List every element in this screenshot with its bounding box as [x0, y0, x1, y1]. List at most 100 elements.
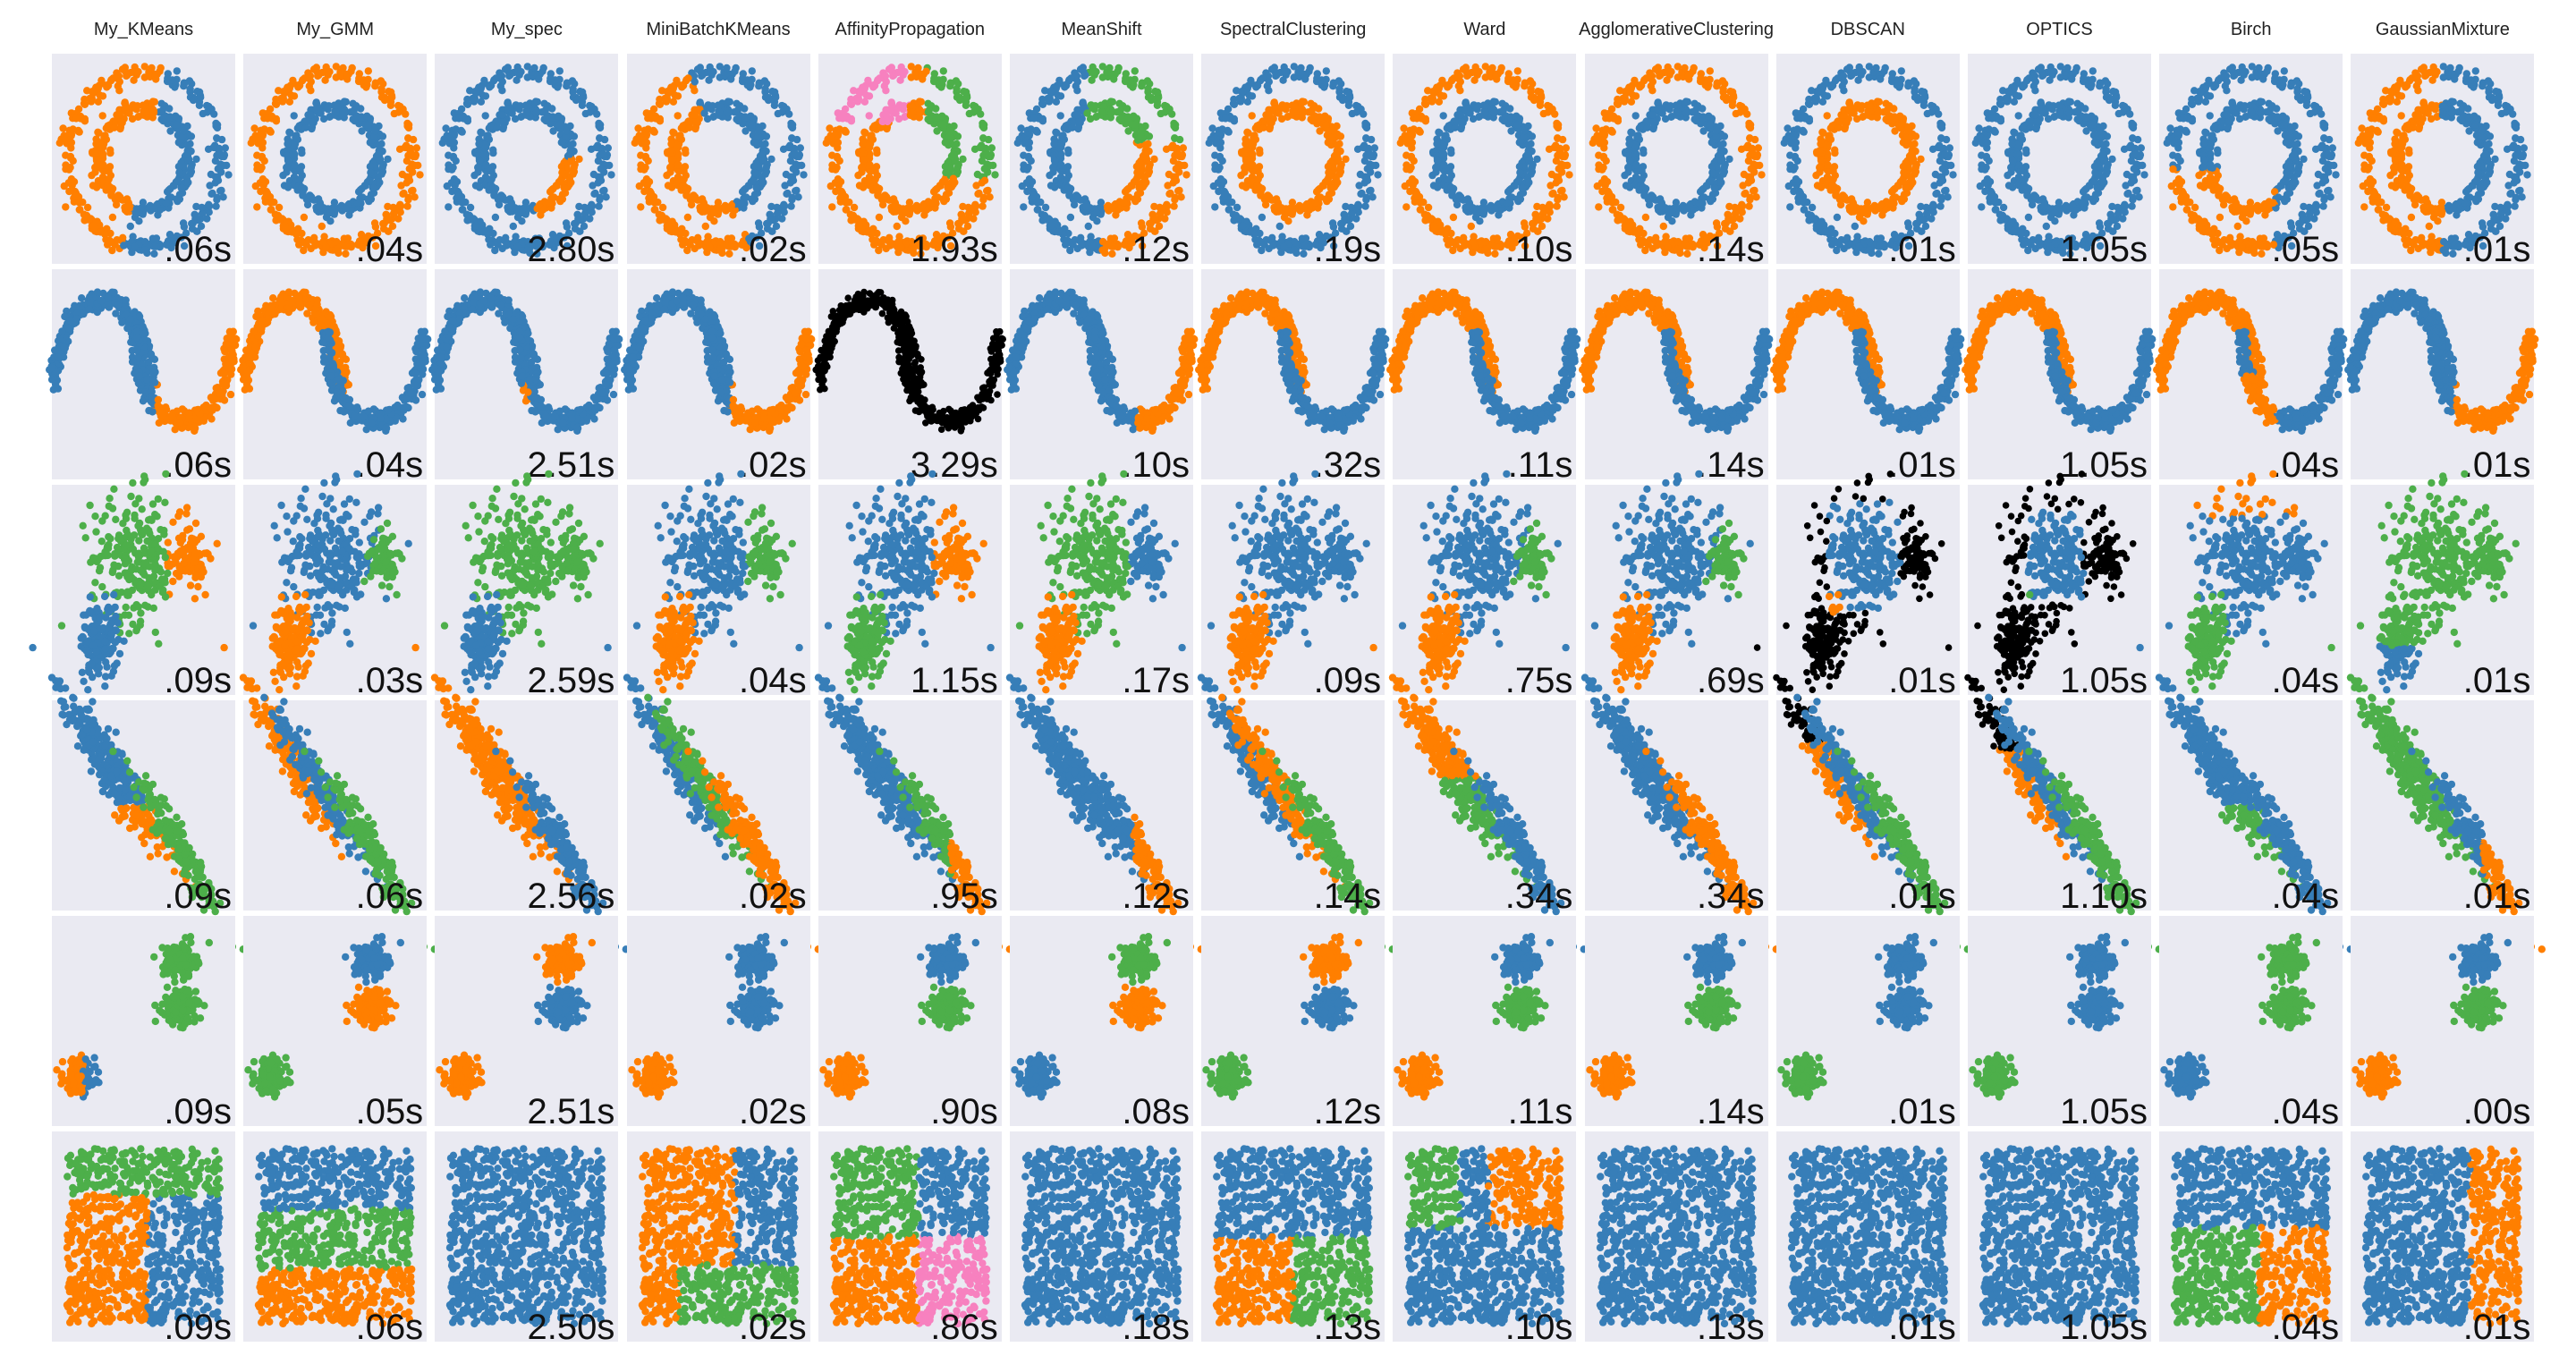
data-point — [555, 195, 564, 203]
data-point — [298, 146, 306, 154]
data-point — [326, 208, 335, 217]
data-point — [97, 140, 106, 149]
data-point — [1027, 125, 1035, 133]
data-point — [1033, 199, 1041, 207]
data-point — [1106, 109, 1115, 117]
data-point — [106, 146, 114, 154]
data-point — [892, 109, 900, 117]
data-point — [298, 183, 306, 191]
data-point — [980, 176, 988, 184]
data-point — [1138, 126, 1146, 135]
data-point — [140, 246, 148, 254]
data-point — [258, 139, 267, 147]
data-point — [475, 140, 484, 148]
data-point — [470, 97, 479, 106]
data-point — [156, 67, 164, 75]
data-point — [1546, 202, 1555, 210]
data-point — [206, 182, 214, 190]
data-point — [974, 190, 982, 198]
data-point — [765, 95, 774, 104]
data-point — [1548, 190, 1557, 198]
data-point — [1416, 199, 1424, 207]
data-point — [1284, 113, 1292, 121]
data-point — [896, 76, 904, 84]
data-point — [284, 157, 292, 165]
data-point — [1047, 87, 1055, 96]
data-point — [130, 76, 138, 84]
runtime-label: 2.80s — [528, 232, 615, 267]
data-point — [533, 250, 541, 258]
data-point — [75, 206, 83, 214]
data-point — [682, 246, 691, 255]
data-point — [89, 87, 97, 96]
data-point — [371, 126, 379, 135]
data-point — [503, 241, 511, 250]
data-point — [530, 64, 539, 72]
data-point — [545, 199, 554, 207]
data-point — [148, 64, 156, 72]
data-point — [339, 64, 347, 72]
data-point — [1110, 75, 1118, 83]
panel-noisy_circles-affinitypropagation: 1.93s — [818, 54, 1002, 267]
data-point — [1150, 202, 1158, 211]
data-point — [558, 163, 566, 171]
data-point — [120, 241, 128, 250]
data-point — [762, 164, 770, 172]
data-point — [1342, 227, 1351, 235]
data-point — [492, 213, 500, 222]
data-point — [1062, 122, 1070, 130]
data-point — [1243, 97, 1252, 106]
data-point — [881, 72, 889, 80]
data-point — [1539, 209, 1547, 217]
data-point — [115, 111, 123, 119]
column-title-my_kmeans: My_KMeans — [34, 20, 253, 45]
data-point — [691, 123, 699, 131]
data-point — [1256, 146, 1264, 154]
scatter-plot — [822, 63, 999, 258]
data-point — [669, 129, 678, 137]
data-point — [642, 175, 650, 183]
data-point — [750, 168, 758, 177]
data-point — [1148, 95, 1157, 104]
data-point — [87, 97, 96, 106]
data-point — [1401, 182, 1410, 191]
data-point — [450, 154, 458, 162]
data-point — [1156, 209, 1165, 217]
data-point — [953, 164, 962, 172]
data-point — [914, 64, 922, 72]
data-point — [405, 165, 414, 173]
data-point — [736, 199, 745, 207]
data-point — [183, 141, 192, 149]
data-point — [1325, 168, 1333, 177]
data-point — [864, 140, 873, 149]
data-point — [1374, 171, 1382, 179]
data-point — [82, 211, 91, 220]
data-point — [454, 191, 462, 199]
data-point — [1049, 164, 1057, 172]
data-point — [740, 105, 748, 113]
data-point — [569, 85, 578, 93]
data-point — [1090, 103, 1098, 111]
data-point — [1099, 238, 1107, 246]
data-point — [1453, 200, 1462, 209]
data-point — [859, 183, 868, 191]
data-point — [92, 140, 100, 148]
data-point — [1137, 132, 1145, 140]
data-point — [1334, 178, 1342, 187]
data-point — [535, 75, 543, 83]
data-point — [312, 64, 320, 72]
runtime-label: .06s — [164, 232, 232, 267]
data-point — [364, 195, 372, 203]
data-point — [1054, 91, 1062, 99]
data-point — [767, 202, 775, 211]
data-point — [962, 88, 970, 97]
data-point — [1490, 109, 1498, 117]
data-point — [452, 125, 461, 133]
data-point — [390, 209, 398, 217]
data-point — [1073, 78, 1081, 86]
data-point — [1413, 114, 1421, 123]
data-point — [933, 127, 941, 135]
data-point — [96, 91, 104, 99]
data-point — [780, 202, 788, 210]
